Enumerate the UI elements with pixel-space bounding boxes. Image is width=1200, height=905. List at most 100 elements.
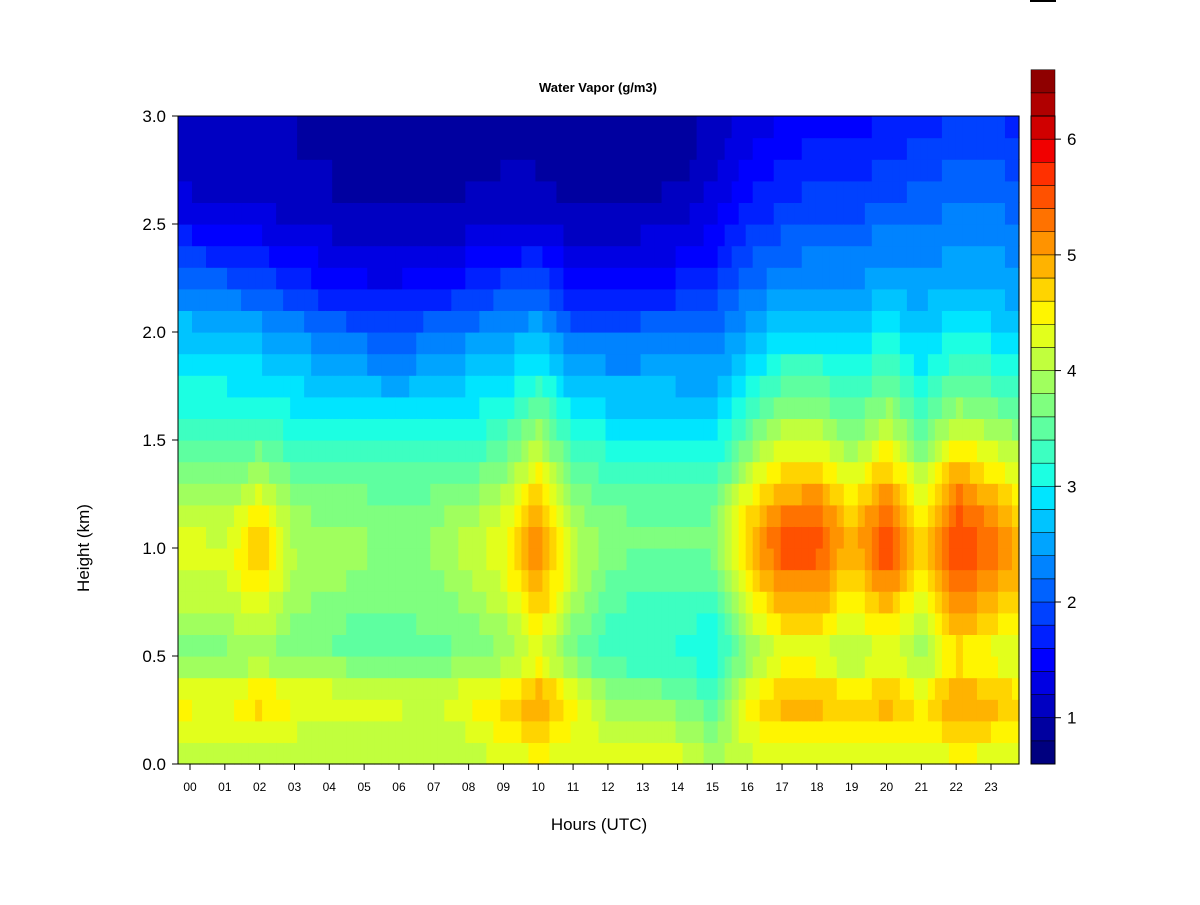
heatmap-cell — [941, 224, 950, 247]
heatmap-cell — [808, 418, 817, 441]
heatmap-cell — [934, 591, 943, 614]
heatmap-cell — [962, 137, 971, 160]
heatmap-cell — [325, 116, 333, 139]
heatmap-cell — [689, 612, 698, 635]
heatmap-cell — [633, 375, 642, 398]
heatmap-cell — [185, 332, 193, 355]
heatmap-cell — [465, 440, 473, 463]
heatmap-cell — [850, 310, 859, 333]
heatmap-cell — [850, 504, 859, 527]
heatmap-cell — [661, 267, 670, 290]
heatmap-cell — [570, 526, 579, 549]
heatmap-cell — [444, 742, 452, 765]
heatmap-cell — [479, 526, 487, 549]
heatmap-cell — [248, 612, 256, 635]
heatmap-cell — [766, 720, 775, 743]
heatmap-cell — [570, 332, 579, 355]
heatmap-cell — [206, 180, 214, 203]
heatmap-cell — [374, 418, 382, 441]
heatmap-cell — [353, 245, 361, 268]
heatmap-cell — [346, 245, 354, 268]
heatmap-cell — [801, 526, 810, 549]
heatmap-cell — [1004, 504, 1013, 527]
heatmap-cell — [192, 418, 200, 441]
heatmap-cell — [269, 569, 277, 592]
heatmap-cell — [535, 245, 544, 268]
heatmap-cell — [381, 288, 389, 311]
heatmap-cell — [843, 159, 852, 182]
heatmap-cell — [941, 440, 950, 463]
heatmap-cell — [367, 224, 375, 247]
heatmap-cell — [360, 720, 368, 743]
heatmap-cell — [458, 418, 466, 441]
heatmap-cell — [325, 159, 333, 182]
heatmap-cell — [668, 548, 677, 571]
heatmap-cell — [255, 353, 263, 376]
heatmap-cell — [416, 548, 424, 571]
heatmap-cell — [990, 332, 999, 355]
heatmap-cell — [297, 634, 305, 657]
heatmap-cell — [927, 375, 936, 398]
heatmap-cell — [528, 332, 537, 355]
heatmap-cell — [920, 116, 929, 139]
heatmap-cell — [507, 310, 515, 333]
heatmap-cell — [738, 418, 747, 441]
heatmap-cell — [682, 224, 691, 247]
heatmap-cell — [752, 742, 761, 765]
heatmap-cell — [234, 202, 242, 225]
heatmap-cell — [430, 116, 438, 139]
heatmap-cell — [311, 548, 319, 571]
heatmap-cell — [248, 483, 256, 506]
heatmap-cell — [710, 245, 719, 268]
heatmap-cell — [696, 245, 705, 268]
heatmap-cell — [836, 548, 845, 571]
heatmap-cell — [178, 267, 186, 290]
heatmap-cell — [381, 483, 389, 506]
heatmap-cell — [927, 137, 936, 160]
heatmap-cell — [689, 332, 698, 355]
heatmap-cell — [332, 461, 340, 484]
heatmap-cell — [640, 526, 649, 549]
heatmap-cell — [353, 656, 361, 679]
heatmap-cell — [913, 310, 922, 333]
heatmap-cell — [521, 202, 530, 225]
heatmap-cell — [787, 677, 796, 700]
heatmap-cell — [934, 612, 943, 635]
heatmap-cell — [563, 504, 572, 527]
heatmap-cell — [395, 677, 403, 700]
heatmap-cell — [423, 310, 431, 333]
heatmap-cell — [388, 267, 396, 290]
heatmap-cell — [738, 591, 747, 614]
heatmap-cell — [549, 699, 558, 722]
heatmap-cell — [318, 504, 326, 527]
heatmap-cell — [605, 699, 614, 722]
heatmap-cell — [339, 548, 347, 571]
heatmap-cell — [346, 159, 354, 182]
heatmap-cell — [661, 569, 670, 592]
heatmap-cell — [311, 332, 319, 355]
heatmap-cell — [703, 159, 712, 182]
heatmap-cell — [955, 375, 964, 398]
heatmap-cell — [808, 483, 817, 506]
heatmap-cell — [913, 720, 922, 743]
heatmap-cell — [794, 332, 803, 355]
heatmap-cell — [927, 634, 936, 657]
heatmap-cell — [227, 504, 235, 527]
heatmap-cell — [941, 396, 950, 419]
heatmap-cell — [955, 267, 964, 290]
heatmap-cell — [661, 116, 670, 139]
heatmap-cell — [584, 180, 593, 203]
heatmap-cell — [850, 375, 859, 398]
heatmap-cell — [969, 591, 978, 614]
heatmap-cell — [962, 245, 971, 268]
heatmap-cell — [563, 159, 572, 182]
heatmap-cell — [941, 677, 950, 700]
heatmap-cell — [276, 116, 284, 139]
heatmap-cell — [647, 202, 656, 225]
heatmap-cell — [549, 483, 558, 506]
heatmap-cell — [640, 548, 649, 571]
heatmap-cell — [829, 245, 838, 268]
heatmap-cell — [388, 569, 396, 592]
heatmap-cell — [577, 245, 586, 268]
heatmap-cell — [885, 267, 894, 290]
